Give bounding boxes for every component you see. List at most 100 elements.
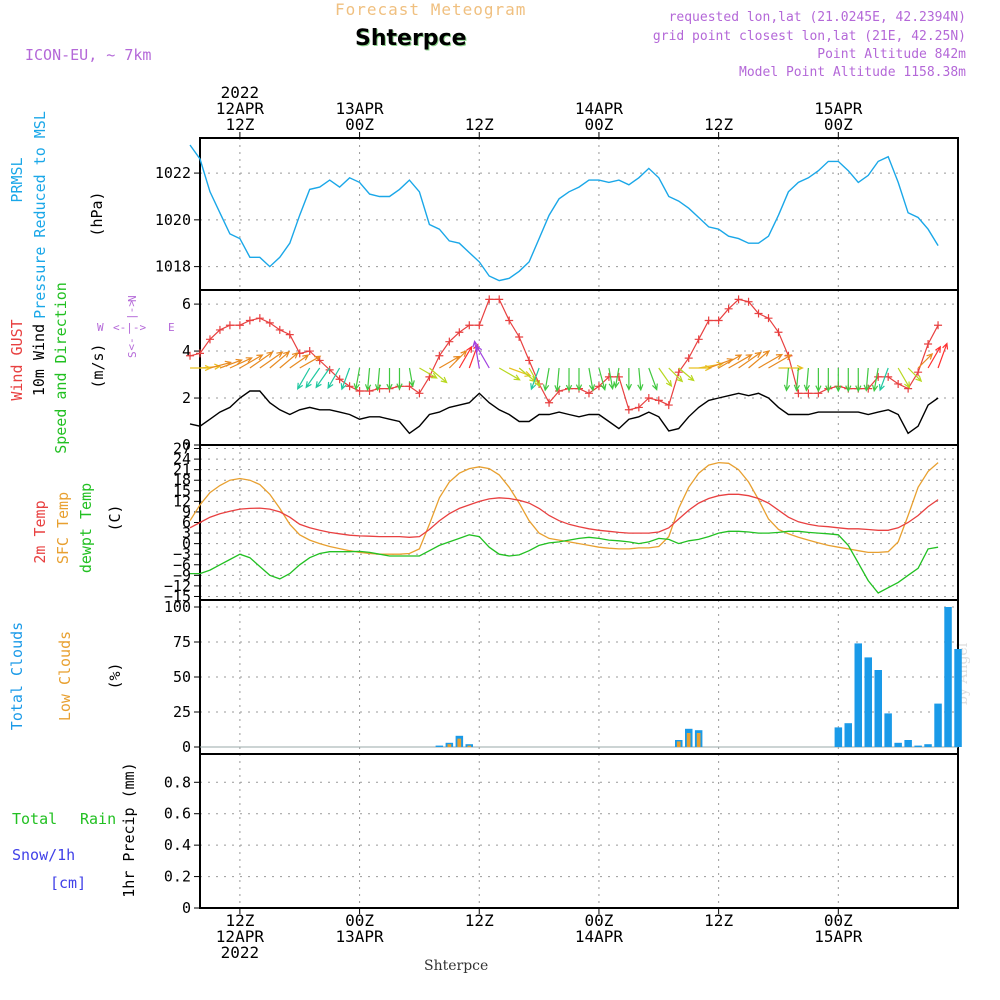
low-clouds-label: Low Clouds (56, 631, 74, 721)
wind-direction-arrow (748, 350, 770, 369)
wind-direction-arrow (408, 367, 415, 388)
gust-marker (445, 337, 454, 346)
gust-marker (485, 295, 494, 304)
wind-direction-arrow (327, 367, 341, 390)
y-tick-label: 25 (173, 703, 191, 721)
precip-snow-label: Snow/1h (12, 846, 75, 864)
gust-marker (455, 328, 464, 337)
bottom-time-label: 2022 (221, 943, 260, 962)
y-tick-label: −6 (173, 556, 191, 574)
total-cloud-bar (874, 670, 882, 747)
model-name: ICON-EU, ~ 7km (25, 46, 152, 64)
wind-direction-arrow (575, 368, 583, 392)
total-cloud-bar (954, 649, 962, 747)
gust-marker (325, 365, 334, 374)
wind-direction-arrow (315, 367, 331, 389)
y-tick-label: 24 (173, 450, 191, 468)
wind-direction-arrow (296, 367, 311, 391)
dewpt-line (190, 530, 939, 594)
wind-direction-arrow (855, 367, 862, 393)
wind-direction-arrow (472, 340, 480, 369)
y-tick-label: 0.8 (164, 773, 191, 791)
wind-direction-arrow (588, 367, 596, 392)
low-cloud-bar (676, 741, 681, 747)
gust-marker (495, 295, 504, 304)
wind-direction-arrow (528, 367, 541, 388)
wind-direction-arrow (259, 351, 284, 369)
wind-direction-arrow (565, 367, 573, 392)
wind-direction-arrow (289, 354, 310, 369)
wind-direction-arrow (374, 367, 382, 392)
precip-rain-label: Rain (80, 810, 116, 828)
wind-direction-arrow (598, 367, 607, 392)
total-cloud-bar (924, 744, 932, 747)
model-altitude: Model Point Altitude 1158.38m (739, 65, 966, 80)
gust-marker (674, 368, 683, 377)
gust-marker (365, 386, 374, 395)
gust-marker (614, 372, 623, 381)
wind-direction-arrow (793, 367, 801, 392)
gust-marker (525, 356, 534, 365)
gust-marker (475, 321, 484, 330)
total-cloud-bar (904, 740, 912, 747)
gust-marker (744, 297, 753, 306)
wind-direction-arrow (835, 367, 842, 393)
gust-marker (734, 295, 743, 304)
wind-direction-arrow (815, 367, 822, 393)
wind-direction-arrow (542, 367, 550, 392)
gust-marker (764, 314, 773, 323)
gust-marker (584, 389, 593, 398)
station-name: Shterpce (355, 26, 467, 51)
y-tick-label: 0.2 (164, 868, 191, 886)
panel-frame (199, 753, 959, 909)
wind-direction-arrow (239, 354, 264, 369)
total-cloud-bar (435, 745, 444, 747)
y-tick-label: 1020 (155, 211, 191, 229)
gust-marker (754, 309, 763, 318)
gust-marker (774, 328, 783, 337)
gust-marker (914, 368, 923, 377)
gust-marker (704, 316, 713, 325)
gust-marker (205, 335, 214, 344)
wind-direction-arrow (353, 367, 361, 391)
bottom-time-label: 13APR (335, 927, 384, 946)
wind-direction-arrow (758, 353, 784, 369)
y-tick-label: 12 (173, 492, 191, 510)
wind-direction-arrow (279, 352, 299, 369)
bottom-time-label: 14APR (575, 927, 624, 946)
bottom-time-label: 00Z (824, 911, 853, 930)
grid-point-location: grid point closest lon,lat (21E, 42.25N) (652, 29, 966, 44)
wind-direction-arrow (419, 367, 438, 379)
gust-marker (215, 325, 224, 334)
wind-direction-arrow (458, 345, 473, 369)
wind-direction-arrow (738, 351, 762, 369)
y-tick-label: −12 (164, 577, 191, 595)
top-time-label: 00Z (824, 115, 853, 134)
top-time-label: 13APR (335, 99, 384, 118)
top-time-label: 15APR (814, 99, 863, 118)
gust-marker (694, 335, 703, 344)
wind-direction-arrow (498, 367, 521, 381)
total-cloud-bar (944, 607, 952, 747)
sfc-label: SFC Temp (54, 492, 72, 564)
wind-direction-arrow (728, 354, 753, 369)
wind-10m-label: 10m Wind (30, 324, 48, 396)
y-tick-label: 0.4 (164, 836, 191, 854)
gust-marker (684, 354, 693, 363)
total-cloud-bar (894, 742, 902, 747)
compass-north-arrow: |-> (125, 300, 138, 320)
wind-direction-arrow (530, 367, 540, 391)
y-tick-label: 6 (182, 295, 191, 313)
gust-marker (724, 304, 733, 313)
gust-marker (874, 372, 883, 381)
y-tick-label: −15 (164, 587, 191, 605)
wind-direction-arrow (364, 367, 372, 392)
wind-direction-arrow (907, 367, 923, 383)
wind-direction-arrow (872, 367, 879, 393)
wind-direction-arrow (518, 367, 537, 383)
wind-direction-arrow (305, 367, 321, 389)
wind-gust-line (189, 298, 939, 411)
wind-direction-arrow (299, 355, 322, 369)
gust-marker (275, 325, 284, 334)
gust-marker (435, 351, 444, 360)
